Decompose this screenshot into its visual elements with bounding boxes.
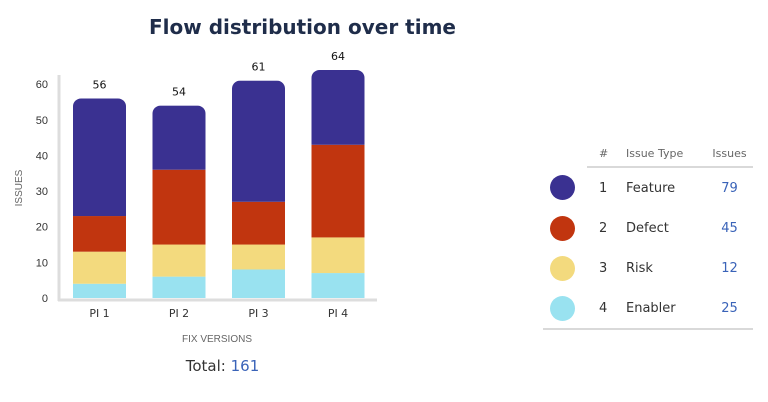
legend-swatch-cell: [543, 248, 587, 288]
legend-swatch-cell: [543, 288, 587, 330]
bar-segment-feature[interactable]: [311, 69, 365, 145]
legend-type: Feature: [626, 180, 676, 196]
bar-segment-defect[interactable]: [73, 216, 126, 252]
legend-issues[interactable]: 12: [721, 260, 738, 276]
legend-row-enabler[interactable]: 4 Enabler 25: [543, 288, 753, 330]
legend-header-swatch: [543, 140, 587, 167]
bar-segment-defect[interactable]: [311, 144, 365, 238]
legend-num: 1: [599, 180, 608, 196]
bar-segment-risk[interactable]: [73, 251, 126, 284]
x-tick-label: PI 2: [169, 307, 189, 320]
grand-total-label: Total:: [185, 357, 226, 375]
bar-total-label: 61: [252, 61, 266, 74]
bar-segment-feature[interactable]: [73, 98, 126, 217]
legend-num: 4: [587, 288, 626, 330]
legend-num: 2: [599, 220, 608, 236]
y-tick-label: 60: [36, 79, 48, 91]
grand-total-value: 161: [230, 357, 260, 375]
y-tick-label: 40: [36, 150, 48, 162]
legend-header-num: #: [587, 140, 626, 168]
y-tick-label: 20: [36, 222, 48, 234]
bar-stack[interactable]: [152, 105, 206, 298]
legend-swatch-cell: [543, 167, 587, 208]
bar-total-label: 56: [93, 78, 107, 91]
legend-header-row: # Issue Type Issues: [543, 140, 753, 168]
x-tick-label: PI 4: [328, 307, 348, 320]
legend-header-issues: Issues: [706, 140, 753, 168]
legend-row-feature[interactable]: 1 Feature 79: [543, 167, 753, 208]
legend-type: Enabler: [626, 288, 706, 330]
x-tick-label: PI 1: [89, 307, 109, 320]
bar-segment-enabler[interactable]: [311, 273, 365, 298]
legend-num: 3: [599, 260, 608, 276]
legend-issues[interactable]: 25: [706, 288, 753, 330]
legend-issues[interactable]: 79: [721, 180, 738, 196]
legend-issues[interactable]: 45: [721, 220, 738, 236]
legend-table: # Issue Type Issues 1 Feature 79 2 Defec…: [543, 140, 753, 330]
legend-swatch-enabler: [550, 295, 575, 321]
bars: [73, 69, 365, 298]
bar-segment-risk[interactable]: [152, 244, 206, 277]
legend-swatch-risk: [550, 255, 575, 281]
bar-segment-risk[interactable]: [311, 237, 365, 274]
y-tick-label: 10: [36, 257, 48, 269]
x-axis-label: FIX VERSIONS: [182, 334, 252, 345]
bar-segment-risk[interactable]: [232, 244, 285, 270]
x-tick-label: PI 3: [248, 307, 268, 320]
bar-segment-feature[interactable]: [152, 105, 206, 170]
bar-segment-enabler[interactable]: [152, 276, 206, 298]
y-tick-label: 30: [36, 186, 48, 198]
bar-stack[interactable]: [311, 69, 365, 298]
legend-row-defect[interactable]: 2 Defect 45: [543, 208, 753, 248]
legend-row-risk[interactable]: 3 Risk 12: [543, 248, 753, 288]
legend-type: Risk: [626, 260, 653, 276]
y-axis-label: ISSUES: [14, 169, 25, 206]
bar-stack[interactable]: [232, 80, 285, 298]
bar-segment-defect[interactable]: [152, 169, 206, 245]
y-tick-label: 50: [36, 115, 48, 127]
bar-totals: 56 54 61 64: [93, 50, 346, 99]
bar-segment-feature[interactable]: [232, 80, 285, 202]
legend-type: Defect: [626, 220, 669, 236]
legend-swatch-feature: [550, 175, 575, 200]
bar-total-label: 54: [172, 86, 186, 99]
legend-header-type: Issue Type: [626, 140, 706, 168]
bar-segment-enabler[interactable]: [73, 283, 126, 298]
bar-segment-enabler[interactable]: [232, 269, 285, 298]
legend-swatch-defect: [550, 215, 575, 241]
grand-total: Total: 161: [0, 357, 445, 375]
bar-stack[interactable]: [73, 98, 126, 298]
bar-segment-defect[interactable]: [232, 201, 285, 245]
bar-total-label: 64: [331, 50, 345, 63]
y-axis-ticks: 0 10 20 30 40 50 60: [36, 79, 48, 305]
y-tick-label: 0: [42, 293, 48, 305]
legend-swatch-cell: [543, 208, 587, 248]
x-axis-ticks: PI 1 PI 2 PI 3 PI 4: [89, 307, 348, 320]
chart-title: Flow distribution over time: [149, 15, 456, 39]
